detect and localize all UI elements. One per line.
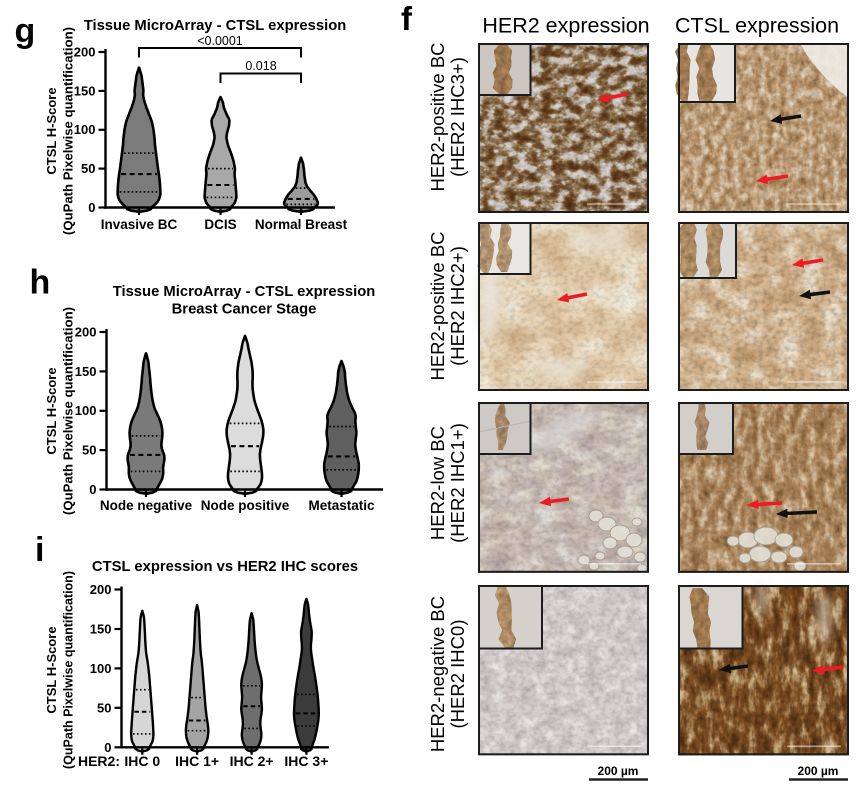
svg-text:200: 200: [75, 325, 97, 340]
svg-text:CTSL H-Score: CTSL H-Score: [44, 626, 59, 713]
svg-text:(QuPath Pixelwise quantificati: (QuPath Pixelwise quantification): [61, 307, 76, 515]
svg-text:CTSL H-Score: CTSL H-Score: [44, 87, 59, 174]
svg-text:Breast Cancer Stage: Breast Cancer Stage: [172, 302, 317, 318]
svg-text:(HER2 IHC2+): (HER2 IHC2+): [447, 246, 468, 366]
svg-text:50: 50: [81, 161, 95, 176]
svg-text:100: 100: [90, 661, 112, 676]
svg-text:Node negative: Node negative: [100, 498, 193, 513]
svg-text:100: 100: [74, 122, 96, 137]
svg-text:200 µm: 200 µm: [798, 764, 839, 778]
svg-text:IHC 2+: IHC 2+: [230, 753, 274, 769]
svg-text:HER2-positive BC: HER2-positive BC: [427, 231, 448, 380]
svg-text:(HER2 IHC0): (HER2 IHC0): [447, 620, 468, 729]
svg-text:IHC 1+: IHC 1+: [175, 753, 219, 769]
svg-text:HER2-low BC: HER2-low BC: [427, 426, 448, 540]
svg-text:Invasive BC: Invasive BC: [101, 217, 178, 232]
svg-text:0: 0: [89, 482, 96, 497]
svg-text:200: 200: [74, 45, 96, 60]
svg-text:f: f: [401, 0, 413, 37]
svg-text:HER2 expression: HER2 expression: [482, 14, 649, 38]
svg-text:HER2:: HER2:: [78, 753, 120, 769]
svg-text:150: 150: [74, 83, 96, 98]
svg-text:HER2-negative BC: HER2-negative BC: [427, 596, 448, 752]
svg-text:IHC 3+: IHC 3+: [284, 753, 328, 769]
svg-text:100: 100: [75, 403, 97, 418]
svg-text:150: 150: [90, 622, 112, 637]
svg-text:Normal Breast: Normal Breast: [255, 217, 348, 232]
svg-text:0: 0: [88, 200, 95, 215]
svg-text:150: 150: [75, 364, 97, 379]
svg-text:(QuPath Pixelwise quantificati: (QuPath Pixelwise quantification): [61, 27, 76, 235]
svg-text:CTSL expression vs HER2 IHC sc: CTSL expression vs HER2 IHC scores: [92, 559, 358, 575]
svg-text:(HER2 IHC1+): (HER2 IHC1+): [447, 423, 468, 543]
svg-text:Tissue MicroArray - CTSL expre: Tissue MicroArray - CTSL expression: [113, 284, 376, 300]
svg-text:Metastatic: Metastatic: [308, 498, 375, 513]
svg-text:0: 0: [104, 740, 111, 755]
svg-text:h: h: [30, 264, 51, 302]
svg-text:50: 50: [82, 443, 96, 458]
svg-text:CTSL H-Score: CTSL H-Score: [44, 367, 59, 454]
svg-text:DCIS: DCIS: [204, 217, 236, 232]
svg-text:0.018: 0.018: [245, 59, 276, 73]
svg-text:Node positive: Node positive: [201, 498, 290, 513]
svg-text:i: i: [35, 531, 44, 569]
svg-text:(QuPath Pixelwise quantificati: (QuPath Pixelwise quantification): [61, 571, 76, 769]
svg-text:(HER2 IHC3+): (HER2 IHC3+): [447, 57, 468, 177]
svg-text:200 µm: 200 µm: [598, 764, 639, 778]
svg-text:50: 50: [97, 700, 111, 715]
svg-text:IHC 0: IHC 0: [124, 753, 160, 769]
svg-text:g: g: [15, 12, 36, 50]
svg-text:HER2-positive BC: HER2-positive BC: [427, 42, 448, 191]
svg-text:CTSL expression: CTSL expression: [675, 14, 839, 38]
svg-text:Tissue MicroArray - CTSL expre: Tissue MicroArray - CTSL expression: [84, 18, 347, 34]
svg-text:200: 200: [90, 582, 112, 597]
svg-text:<0.0001: <0.0001: [197, 34, 243, 48]
